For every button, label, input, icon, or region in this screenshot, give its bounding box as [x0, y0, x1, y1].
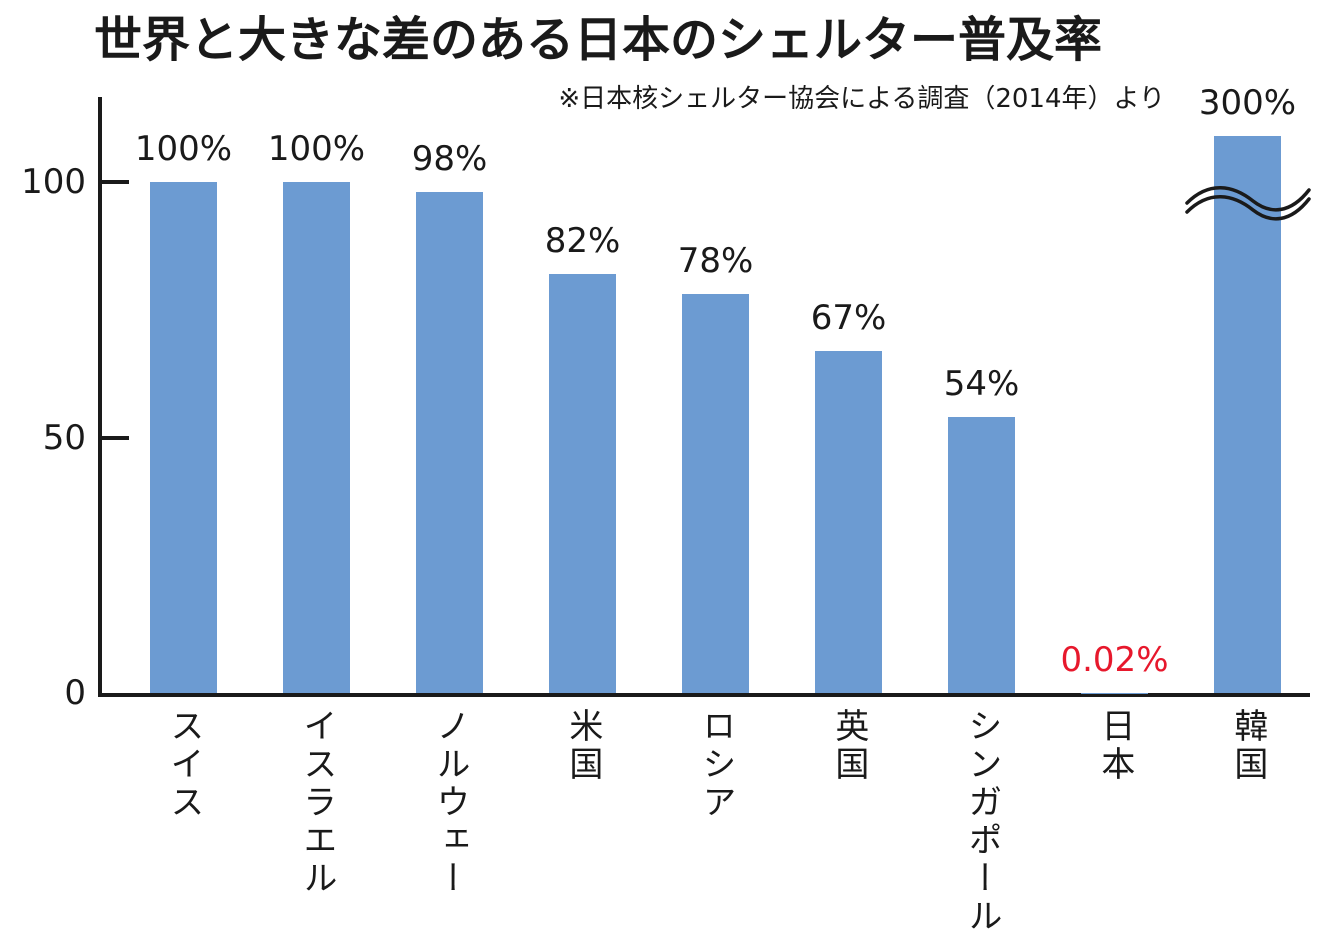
y-tick-label: 0 [64, 673, 86, 713]
bar-value-label: 100% [267, 129, 366, 169]
x-axis-category-label: 英国 [828, 708, 869, 784]
bar [150, 182, 217, 693]
x-axis-category-label: イスラエル [296, 708, 337, 898]
bar-value-label: 0.02% [1060, 639, 1169, 680]
bar [416, 192, 483, 693]
y-axis-tick [102, 435, 129, 440]
bar [815, 350, 882, 693]
bar-value-label: 82% [544, 220, 621, 261]
bar-value-label: 300% [1198, 83, 1297, 123]
x-axis-category-label: 米国 [562, 708, 603, 784]
x-axis-category-label: 日本 [1094, 708, 1135, 784]
y-tick-label: 50 [42, 417, 86, 458]
bar-value-label: 100% [134, 129, 233, 169]
bar [549, 273, 616, 693]
x-axis-category-label: ノルウェー [429, 708, 470, 898]
bar [682, 294, 749, 693]
x-axis-category-label: スイス [163, 708, 204, 822]
x-axis-category-label: ロシア [695, 708, 736, 822]
bar [1214, 136, 1281, 693]
bar-value-label: 67% [810, 297, 887, 338]
bar-value-label: 54% [943, 364, 1020, 405]
source-note: ※日本核シェルター協会による調査（2014年）より [558, 84, 1165, 114]
bar [283, 182, 350, 693]
y-axis-line [98, 97, 102, 697]
chart-title: 世界と大きな差のある日本のシェルター普及率 [94, 12, 1103, 68]
x-axis-line [98, 693, 1310, 697]
x-axis-category-label: 韓国 [1227, 708, 1268, 784]
bar-value-label: 98% [411, 139, 488, 180]
bar [948, 417, 1015, 693]
y-axis-tick [102, 180, 129, 184]
x-axis-category-label: シンガポール [961, 708, 1002, 936]
y-tick-label: 100 [21, 162, 86, 202]
bar-value-label: 78% [677, 241, 754, 282]
